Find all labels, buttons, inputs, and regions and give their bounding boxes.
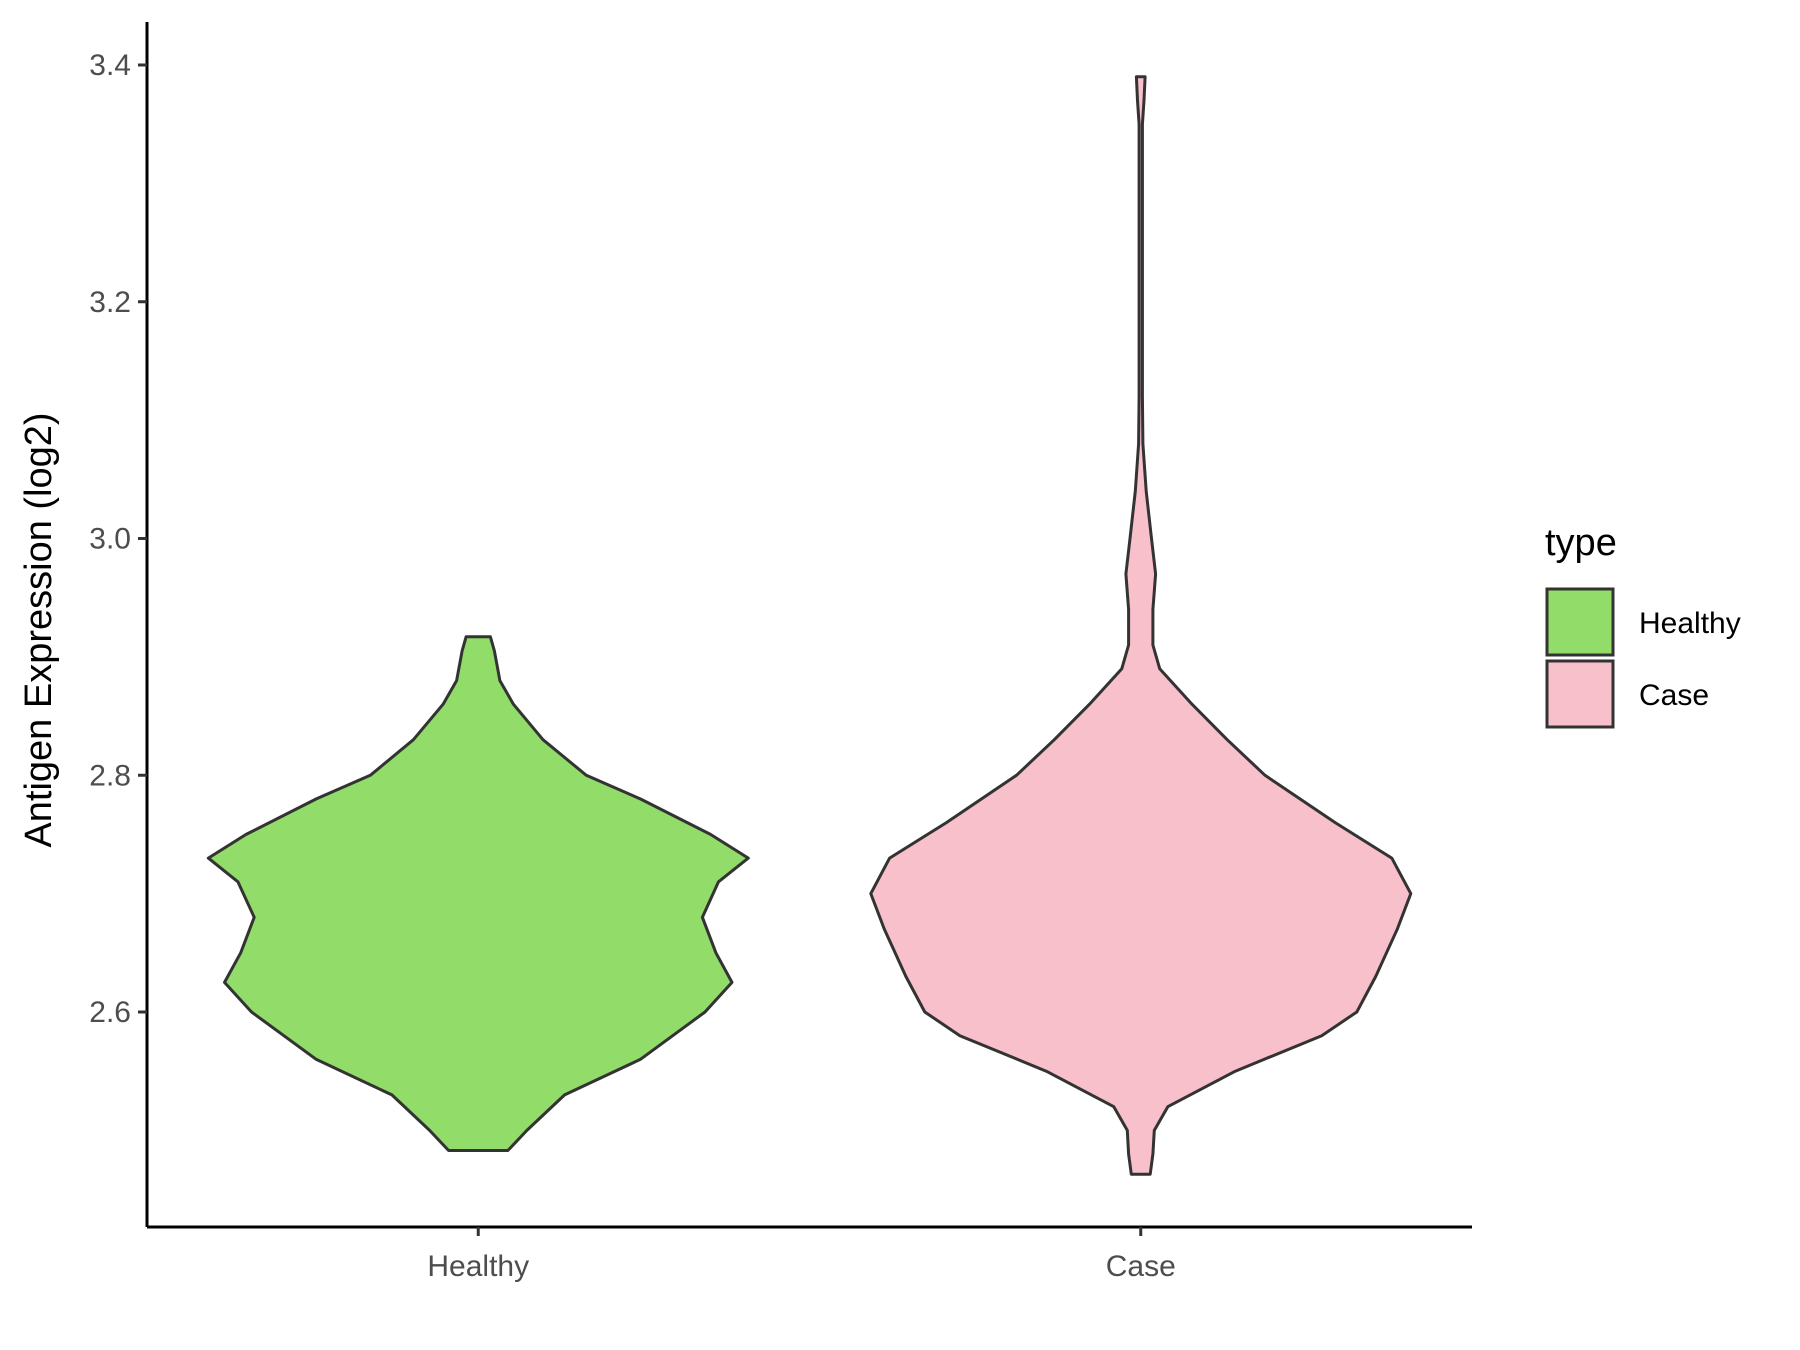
legend-key-healthy [1545,587,1615,657]
legend-label-healthy: Healthy [1639,607,1741,640]
violin-healthy [206,635,750,1152]
y-tick-label: 3.0 [89,523,131,556]
legend: type Healthy Case [1545,522,1741,729]
violin-case [869,75,1413,1176]
violin-layer [206,75,1413,1176]
legend-title: type [1545,522,1617,564]
y-tick-label: 3.2 [89,286,131,319]
x-tick-label-healthy: Healthy [427,1250,529,1283]
axes: 2.6 2.8 3.0 3.2 3.4 Healthy Case [89,22,1472,1283]
y-tick-label: 2.8 [89,759,131,792]
y-tick-label: 2.6 [89,996,131,1029]
x-tick-label-case: Case [1106,1250,1176,1283]
legend-key-case [1545,659,1615,729]
y-axis-title: Antigen Expression (log2) [18,412,60,847]
y-tick-label: 3.4 [89,49,131,82]
legend-label-case: Case [1639,679,1709,712]
